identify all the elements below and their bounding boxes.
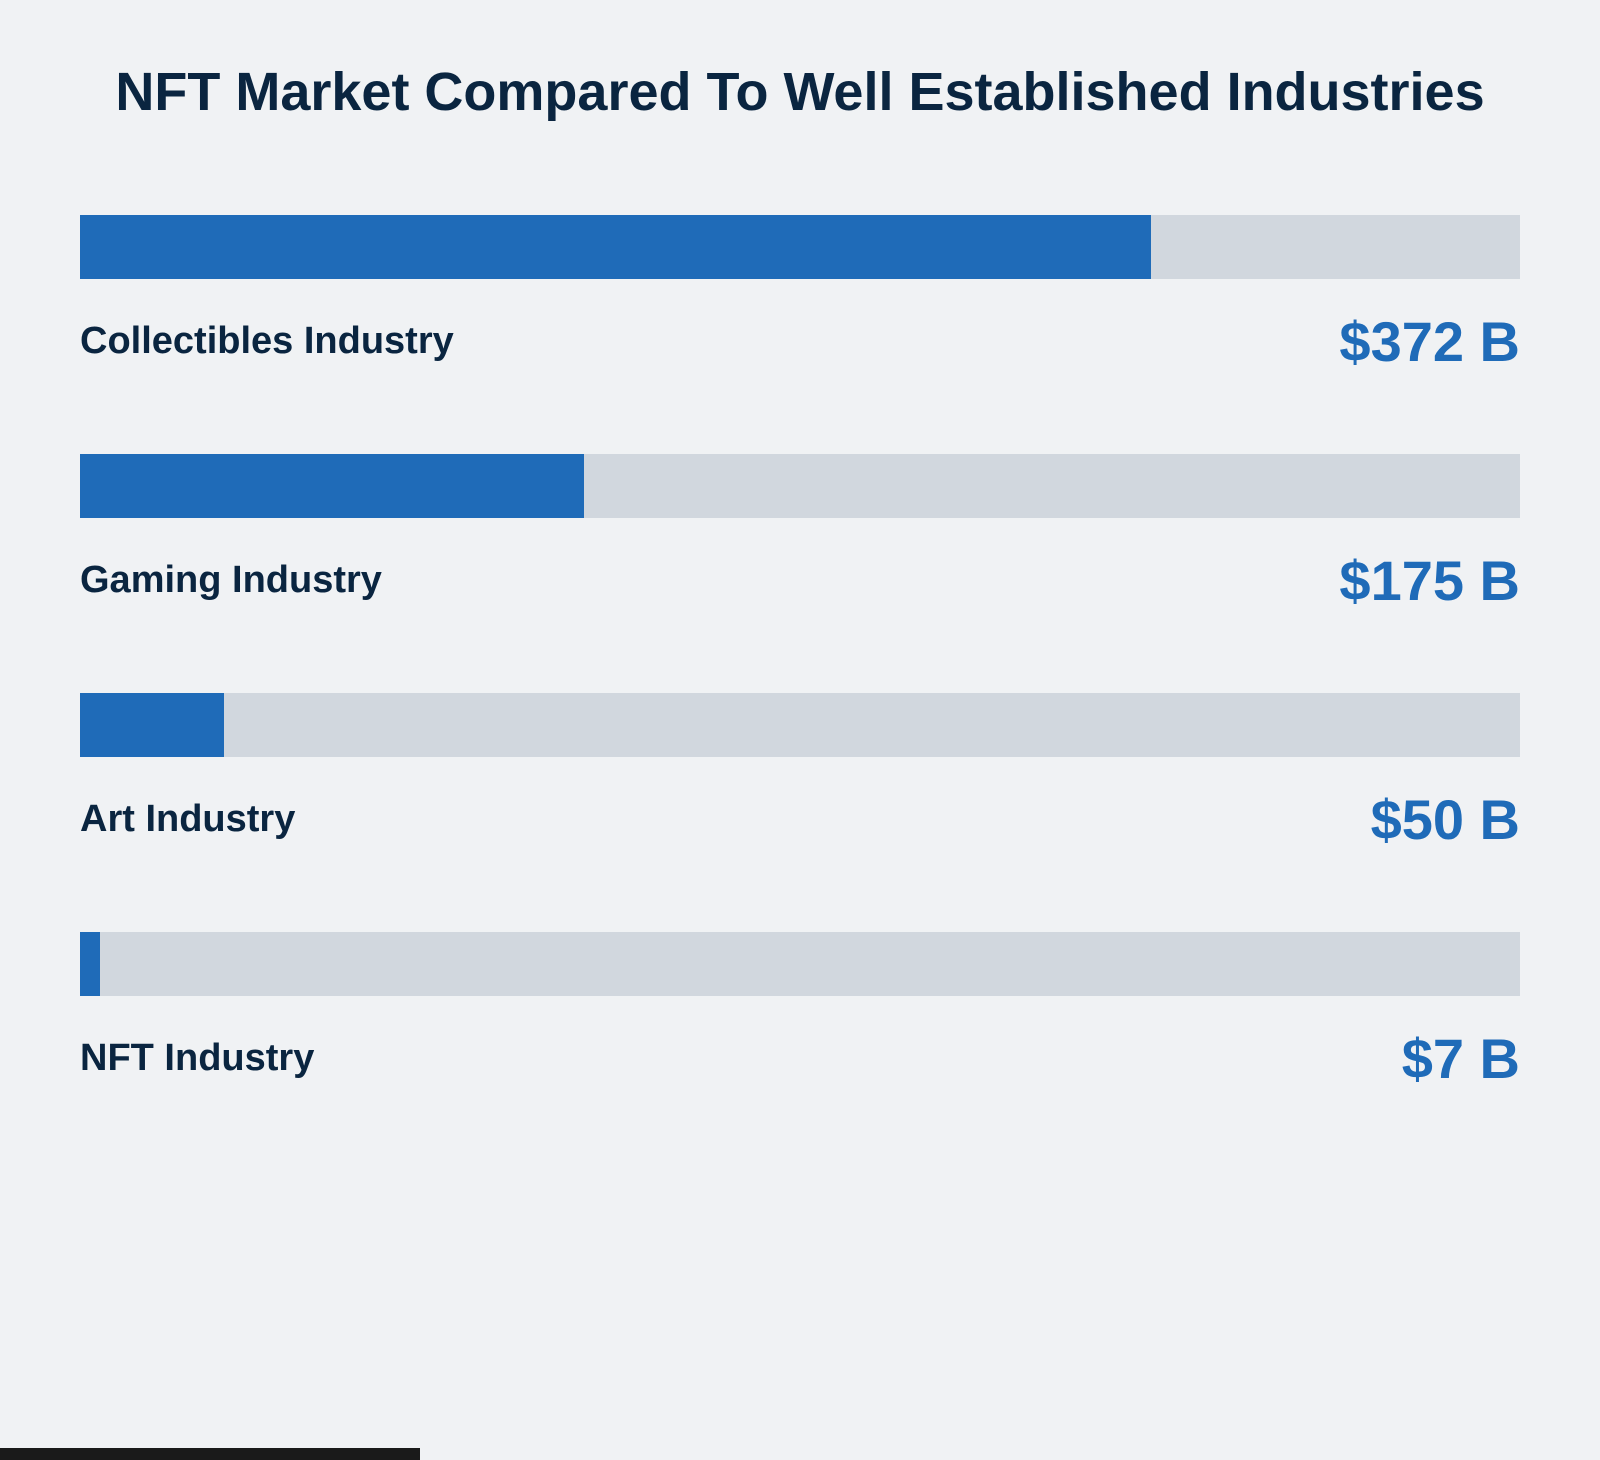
chart-title: NFT Market Compared To Well Established … xyxy=(80,60,1520,125)
bar-label: Collectibles Industry xyxy=(80,320,454,363)
bar-track xyxy=(80,693,1520,757)
bar-labels: NFT Industry $7 B xyxy=(80,1026,1520,1091)
bar-fill xyxy=(80,693,224,757)
bar-value: $7 B xyxy=(1402,1026,1520,1091)
chart-area: Collectibles Industry $372 B Gaming Indu… xyxy=(80,215,1520,1091)
bar-value: $50 B xyxy=(1371,787,1520,852)
bar-fill xyxy=(80,932,100,996)
bar-label: NFT Industry xyxy=(80,1037,314,1080)
bar-labels: Gaming Industry $175 B xyxy=(80,548,1520,613)
bar-track xyxy=(80,215,1520,279)
bar-label: Art Industry xyxy=(80,798,295,841)
bar-track xyxy=(80,932,1520,996)
bottom-border-accent xyxy=(0,1448,420,1460)
bar-background xyxy=(80,932,1520,996)
bar-fill xyxy=(80,215,1151,279)
bar-value: $175 B xyxy=(1339,548,1520,613)
bar-fill xyxy=(80,454,584,518)
bar-row: Gaming Industry $175 B xyxy=(80,454,1520,613)
bar-row: Collectibles Industry $372 B xyxy=(80,215,1520,374)
bar-label: Gaming Industry xyxy=(80,559,382,602)
bar-row: NFT Industry $7 B xyxy=(80,932,1520,1091)
bar-track xyxy=(80,454,1520,518)
bar-labels: Collectibles Industry $372 B xyxy=(80,309,1520,374)
bar-background xyxy=(80,693,1520,757)
bar-row: Art Industry $50 B xyxy=(80,693,1520,852)
bar-value: $372 B xyxy=(1339,309,1520,374)
bar-labels: Art Industry $50 B xyxy=(80,787,1520,852)
